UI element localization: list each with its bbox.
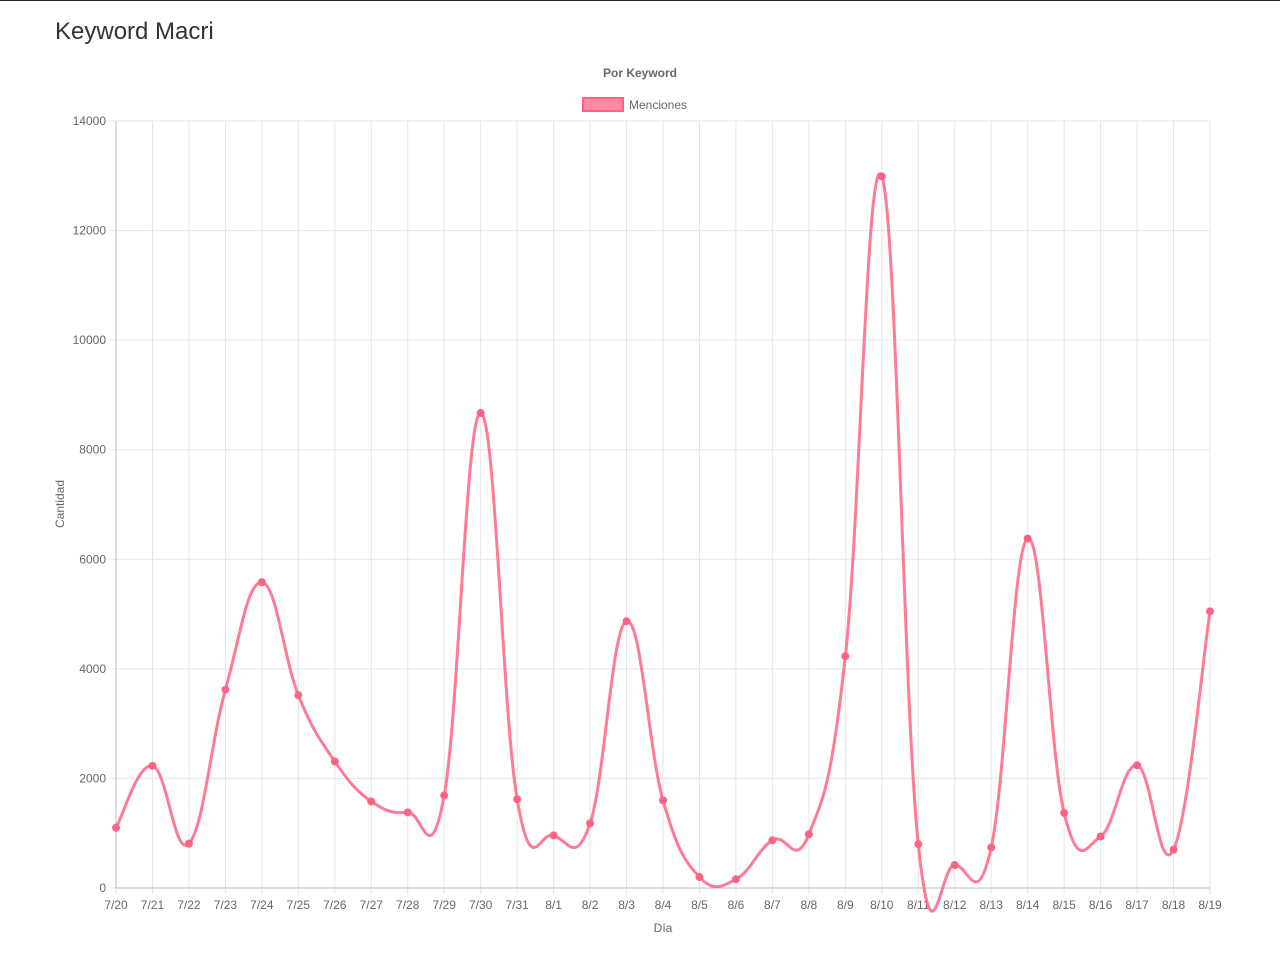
y-axis-title: Cantidad (53, 480, 67, 528)
data-point[interactable] (914, 840, 923, 849)
data-point[interactable] (877, 172, 886, 181)
data-point[interactable] (804, 830, 813, 839)
x-tick-label: 8/9 (837, 898, 854, 912)
data-point[interactable] (112, 823, 120, 832)
legend-label: Menciones (629, 98, 687, 112)
data-point[interactable] (1060, 808, 1069, 817)
x-tick-label: 7/28 (396, 898, 420, 912)
data-point[interactable] (731, 875, 740, 884)
x-tick-label: 8/17 (1125, 898, 1149, 912)
data-point[interactable] (987, 843, 996, 852)
x-tick-label: 7/26 (323, 898, 347, 912)
legend-swatch (582, 97, 624, 112)
data-point[interactable] (768, 836, 777, 845)
x-tick-label: 8/19 (1198, 898, 1222, 912)
data-point[interactable] (1096, 832, 1105, 841)
x-tick-label: 8/5 (691, 898, 708, 912)
y-tick-label: 6000 (79, 552, 106, 566)
x-tick-label: 7/27 (360, 898, 384, 912)
x-tick-label: 8/18 (1162, 898, 1186, 912)
data-point[interactable] (184, 839, 193, 848)
y-tick-label: 10000 (73, 333, 107, 347)
x-tick-label: 8/8 (801, 898, 818, 912)
y-tick-label: 2000 (79, 771, 106, 785)
data-point[interactable] (1023, 534, 1032, 543)
x-tick-label: 8/4 (655, 898, 672, 912)
data-point[interactable] (294, 691, 303, 700)
data-point[interactable] (148, 761, 157, 770)
x-tick-label: 8/16 (1089, 898, 1113, 912)
data-point[interactable] (476, 409, 485, 418)
x-tick-label: 8/3 (618, 898, 635, 912)
data-point[interactable] (513, 795, 522, 804)
x-tick-label: 7/21 (141, 898, 165, 912)
data-point[interactable] (1133, 761, 1142, 770)
x-tick-label: 8/7 (764, 898, 781, 912)
data-point[interactable] (1206, 607, 1214, 616)
data-point[interactable] (403, 808, 412, 817)
y-tick-label: 0 (99, 881, 106, 895)
x-tick-label: 8/6 (728, 898, 745, 912)
data-point[interactable] (841, 652, 850, 661)
x-tick-label: 7/24 (250, 898, 274, 912)
x-tick-label: 8/2 (582, 898, 599, 912)
y-tick-label: 8000 (79, 443, 106, 457)
x-tick-label: 7/20 (104, 898, 128, 912)
grid (110, 120, 1211, 894)
data-point[interactable] (367, 797, 376, 806)
axes: 7/20 7/21 7/22 7/23 7/24 7/25 7/26 7/27 7/28 7/29… (73, 114, 1222, 912)
x-tick-label: 8/13 (980, 898, 1004, 912)
data-point[interactable] (622, 617, 631, 626)
x-tick-label: 7/31 (505, 898, 529, 912)
data-point[interactable] (695, 873, 704, 882)
data-point[interactable] (1169, 845, 1178, 854)
x-tick-label: 8/15 (1052, 898, 1076, 912)
data-point[interactable] (330, 757, 339, 766)
chart-legend[interactable]: Menciones (582, 97, 687, 112)
top-border (0, 0, 1280, 1)
data-point[interactable] (549, 831, 558, 840)
series-layer (112, 172, 1214, 913)
x-tick-label: 8/11 (907, 898, 930, 912)
chart-title: Por Keyword (603, 66, 677, 80)
data-point[interactable] (440, 791, 449, 800)
x-tick-label: 8/12 (943, 898, 967, 912)
x-tick-label: 8/14 (1016, 898, 1040, 912)
x-axis-title: Día (654, 921, 673, 935)
y-tick-label: 12000 (73, 224, 107, 238)
data-point[interactable] (257, 578, 266, 587)
x-tick-label: 7/23 (214, 898, 238, 912)
x-tick-label: 7/25 (287, 898, 311, 912)
data-point[interactable] (659, 796, 667, 805)
y-tick-label: 14000 (73, 114, 107, 128)
x-tick-label: 8/10 (870, 898, 894, 912)
data-point[interactable] (950, 860, 959, 869)
y-tick-label: 4000 (79, 662, 106, 676)
x-tick-label: 7/22 (177, 898, 201, 912)
page-title: Keyword Macri (55, 18, 214, 45)
x-tick-label: 7/30 (469, 898, 493, 912)
data-point[interactable] (586, 819, 595, 828)
x-tick-label: 7/29 (433, 898, 457, 912)
data-point[interactable] (221, 685, 230, 694)
x-tick-label: 8/1 (545, 898, 562, 912)
